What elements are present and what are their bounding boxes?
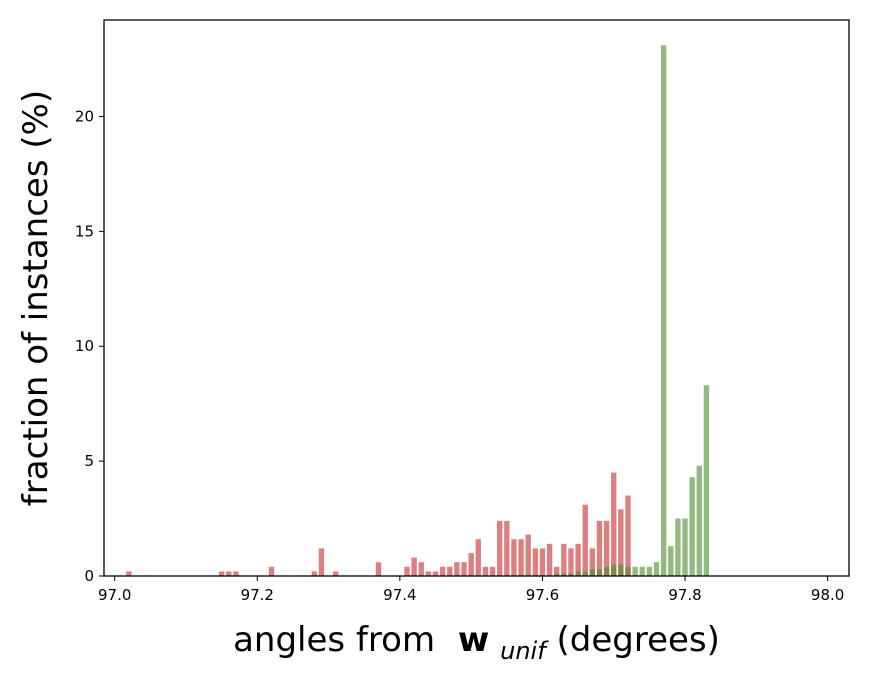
x-axis-label-bold: w [458,620,489,660]
y-tick-label: 15 [75,222,94,240]
bar-series-1 [511,539,517,576]
bar-series-1 [475,539,481,576]
bar-series-1 [226,571,232,576]
bar-series-2 [675,518,681,576]
x-tick-label: 97.4 [383,586,416,604]
bar-series-1 [497,520,503,576]
bar-series-1 [539,548,546,576]
bar-series-1 [546,543,553,576]
bar-series-1 [318,548,325,576]
bar-series-2 [618,564,624,576]
bar-series-2 [639,566,645,576]
bar-series-1 [525,534,531,576]
x-tick-label: 97.0 [98,586,131,604]
bar-series-2 [596,569,603,576]
bar-series-1 [561,543,567,576]
x-axis-label-main: angles from [233,620,435,660]
x-tick-label: 97.8 [668,586,701,604]
bar-series-2 [632,566,638,576]
bar-series-2 [660,45,667,576]
bar-series-1 [532,548,538,576]
bar-series-1 [518,539,524,576]
bar-series-2 [682,518,688,576]
bar-series-2 [611,564,617,576]
bar-series-1 [611,472,617,576]
bar-series-1 [454,562,460,576]
bar-series-1 [596,520,603,576]
x-axis-label-suffix: (degrees) [556,620,719,660]
bars-layer [126,45,710,576]
bar-series-2 [646,566,653,576]
x-axis: 97.0 97.2 97.4 97.6 97.8 98.0 [98,576,844,604]
bar-series-2 [561,573,567,576]
bar-series-1 [504,520,510,576]
x-tick-label: 98.0 [811,586,844,604]
bar-series-1 [126,571,132,576]
bar-series-1 [375,562,382,576]
bar-series-1 [482,566,489,576]
bar-series-2 [653,562,660,576]
bar-series-1 [461,562,467,576]
bar-series-1 [432,571,439,576]
bar-series-1 [489,566,496,576]
x-tick-label: 97.2 [241,586,274,604]
bar-series-1 [568,548,574,576]
y-tick-label: 5 [84,452,94,470]
bar-series-2 [625,566,631,576]
plot-frame [103,19,850,577]
bar-series-2 [589,569,596,576]
bar-series-2 [575,571,581,576]
y-axis-label: fraction of instances (%) [16,90,56,506]
bar-series-1 [589,548,596,576]
bar-series-2 [668,546,674,576]
y-tick-label: 10 [75,337,94,355]
bar-series-1 [625,495,631,576]
bar-series-1 [218,571,225,576]
bar-series-1 [233,571,239,576]
bar-series-2 [696,465,702,576]
bar-series-1 [618,509,624,576]
y-tick-label: 0 [84,567,94,585]
bar-series-2 [582,571,588,576]
bar-series-2 [689,477,695,576]
bar-series-1 [439,566,446,576]
bar-series-1 [418,562,424,576]
bar-series-1 [603,520,610,576]
bar-series-2 [554,573,560,576]
bar-series-1 [404,566,410,576]
bar-series-1 [311,571,317,576]
bar-series-1 [582,504,588,576]
bar-series-1 [411,557,417,576]
bar-series-1 [554,566,560,576]
bar-series-2 [603,566,610,576]
y-axis: 0 5 10 15 20 [75,107,104,585]
x-tick-label: 97.6 [526,586,559,604]
x-axis-label: angles from w unif (degrees) [233,620,720,668]
bar-series-2 [568,573,574,576]
bar-series-1 [468,553,474,576]
bar-series-1 [575,543,581,576]
bar-series-1 [268,566,275,576]
bar-series-2 [703,385,710,576]
bar-series-1 [333,571,339,576]
x-axis-label-subscript: unif [500,637,549,665]
bar-series-1 [425,571,432,576]
y-tick-label: 20 [75,107,94,125]
bar-series-1 [447,566,453,576]
